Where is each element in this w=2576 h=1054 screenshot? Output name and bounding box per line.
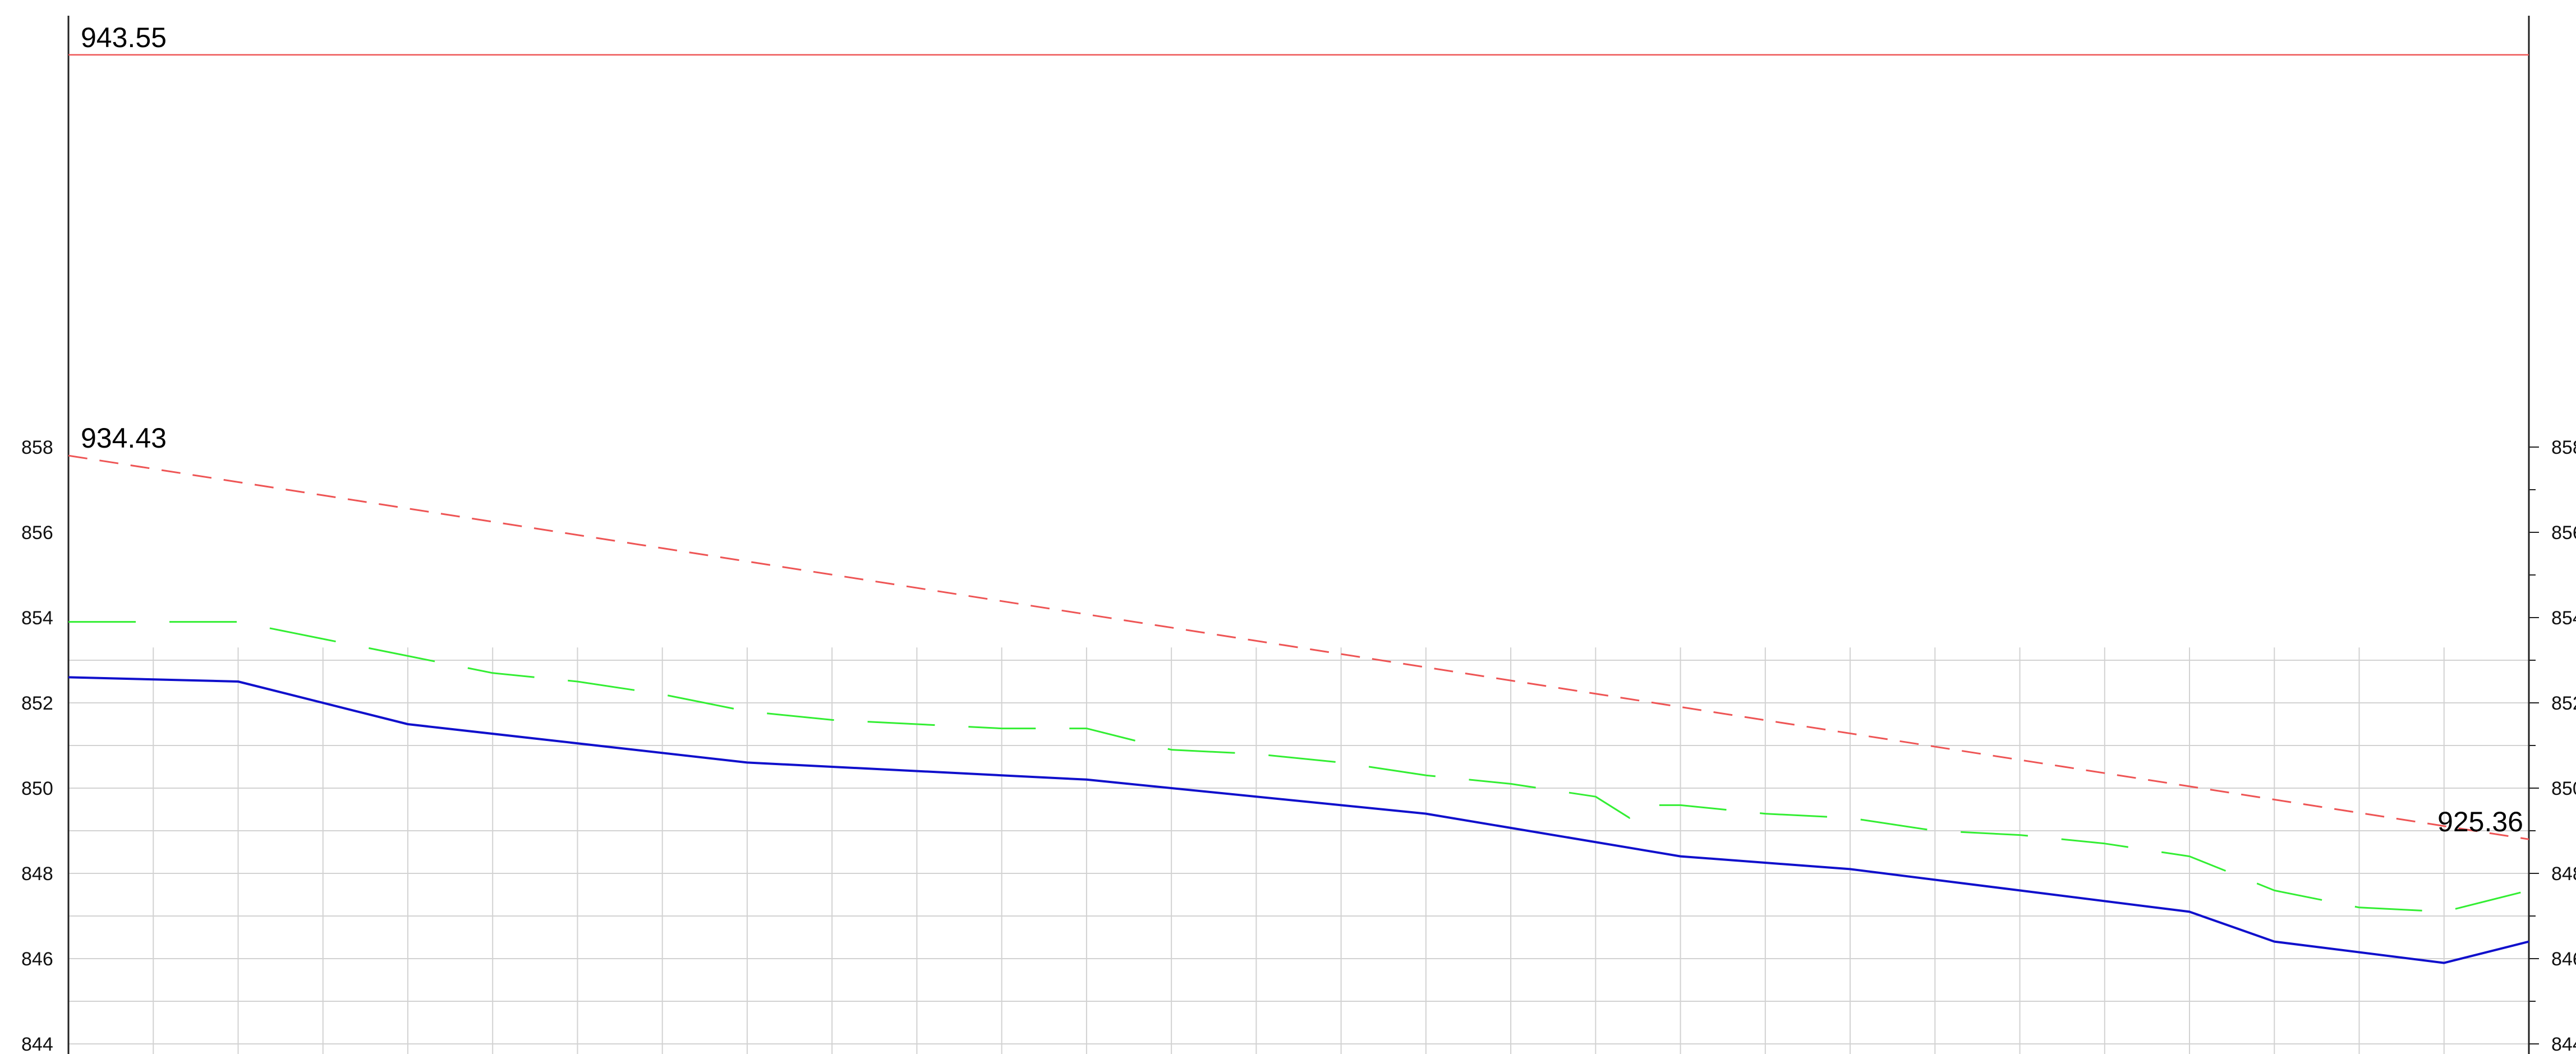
y-tick-label-left: 850: [21, 778, 53, 799]
y-tick-label-right: 852: [2551, 693, 2576, 714]
series-lines: [68, 54, 2529, 964]
tick-labels: 844 844 846 846 848 848 850 850 852 852 854 854 856 8…: [21, 437, 2576, 1054]
elevation-label: 925.36: [2437, 806, 2523, 837]
series-line-1: [68, 676, 2529, 964]
series-line-3: [68, 454, 2529, 840]
grid-lines: [68, 647, 2529, 1054]
axes: [67, 16, 2539, 1054]
y-tick-label-right: 844: [2551, 1034, 2576, 1054]
y-tick-label-right: 850: [2551, 778, 2576, 799]
y-tick-label-right: 858: [2551, 437, 2576, 458]
y-tick-label-left: 858: [21, 437, 53, 458]
y-tick-label-left: 852: [21, 693, 53, 714]
elevation-label: 934.43: [81, 422, 167, 454]
value-annotations: 943.55 934.43 925.36: [81, 22, 2523, 837]
y-tick-label-left: 844: [21, 1034, 53, 1054]
y-tick-label-left: 846: [21, 949, 53, 970]
y-tick-label-right: 856: [2551, 522, 2576, 544]
y-tick-label-left: 848: [21, 863, 53, 885]
series-line-2: [68, 621, 2529, 913]
y-tick-label-left: 854: [21, 607, 53, 629]
y-tick-label-right: 846: [2551, 949, 2576, 970]
y-tick-label-right: 854: [2551, 607, 2576, 629]
y-tick-label-right: 848: [2551, 863, 2576, 885]
elevation-label: 943.55: [81, 22, 167, 53]
y-tick-label-left: 856: [21, 522, 53, 544]
